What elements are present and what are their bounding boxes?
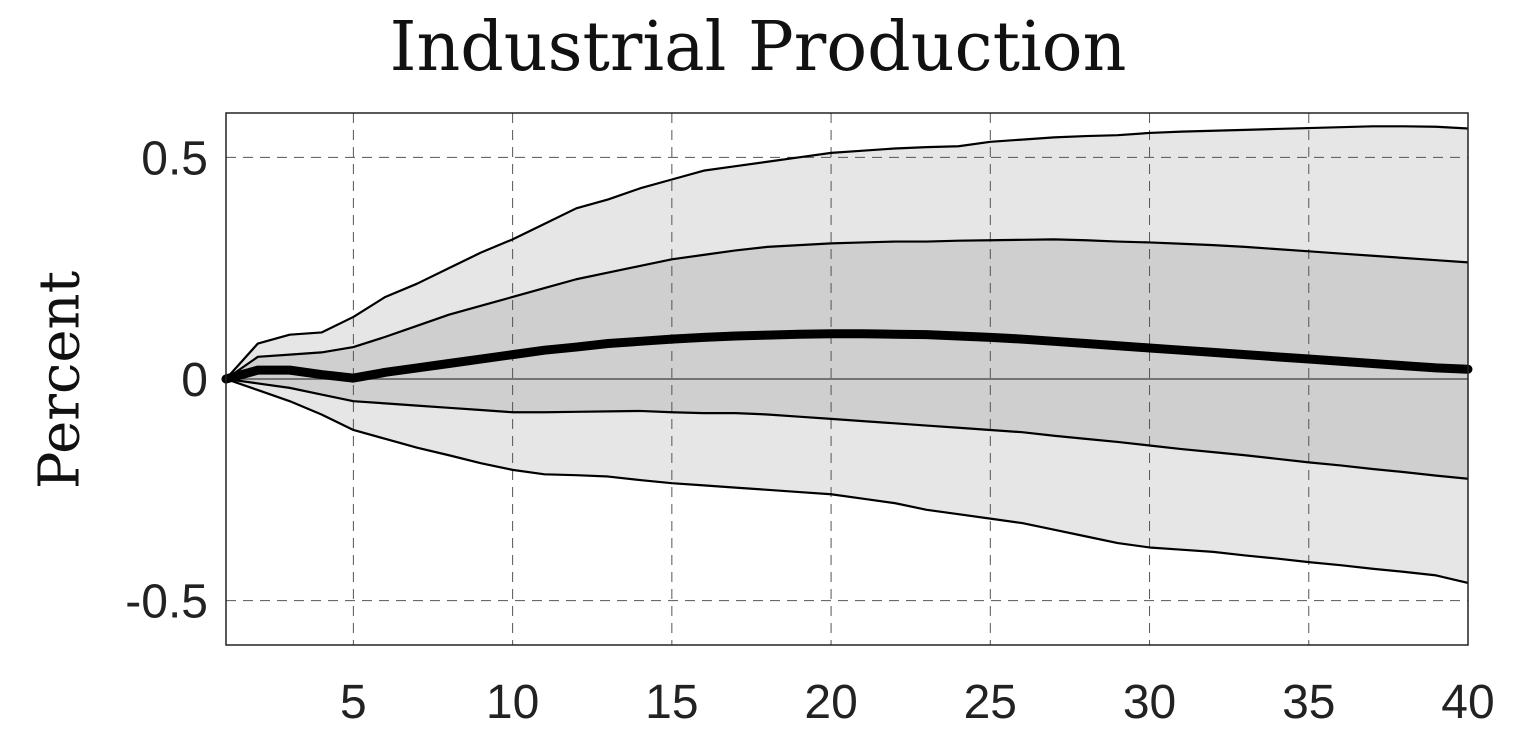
inner-upper-line <box>225 238 1469 380</box>
x-tick-label: 40 <box>1441 676 1494 729</box>
x-tick-label: 10 <box>486 676 539 729</box>
outer-lower-line <box>225 377 1469 585</box>
y-tick-label: 0.5 <box>141 132 208 185</box>
median-line <box>221 329 1473 384</box>
x-tick-label: 20 <box>804 676 857 729</box>
x-tick-label: 5 <box>340 676 367 729</box>
plot-frame <box>225 112 1469 646</box>
x-tick-label: 15 <box>645 676 698 729</box>
y-tick-label: 0 <box>181 354 208 407</box>
inner-lower-line <box>225 377 1469 480</box>
x-tick-label: 25 <box>964 676 1017 729</box>
inner-confidence-band <box>226 239 1468 479</box>
outer-upper-line <box>225 125 1469 380</box>
x-tick-label: 35 <box>1282 676 1335 729</box>
x-tick-label: 30 <box>1123 676 1176 729</box>
chart-title: Industrial Production <box>389 8 1127 87</box>
y-tick-label: -0.5 <box>125 576 208 629</box>
